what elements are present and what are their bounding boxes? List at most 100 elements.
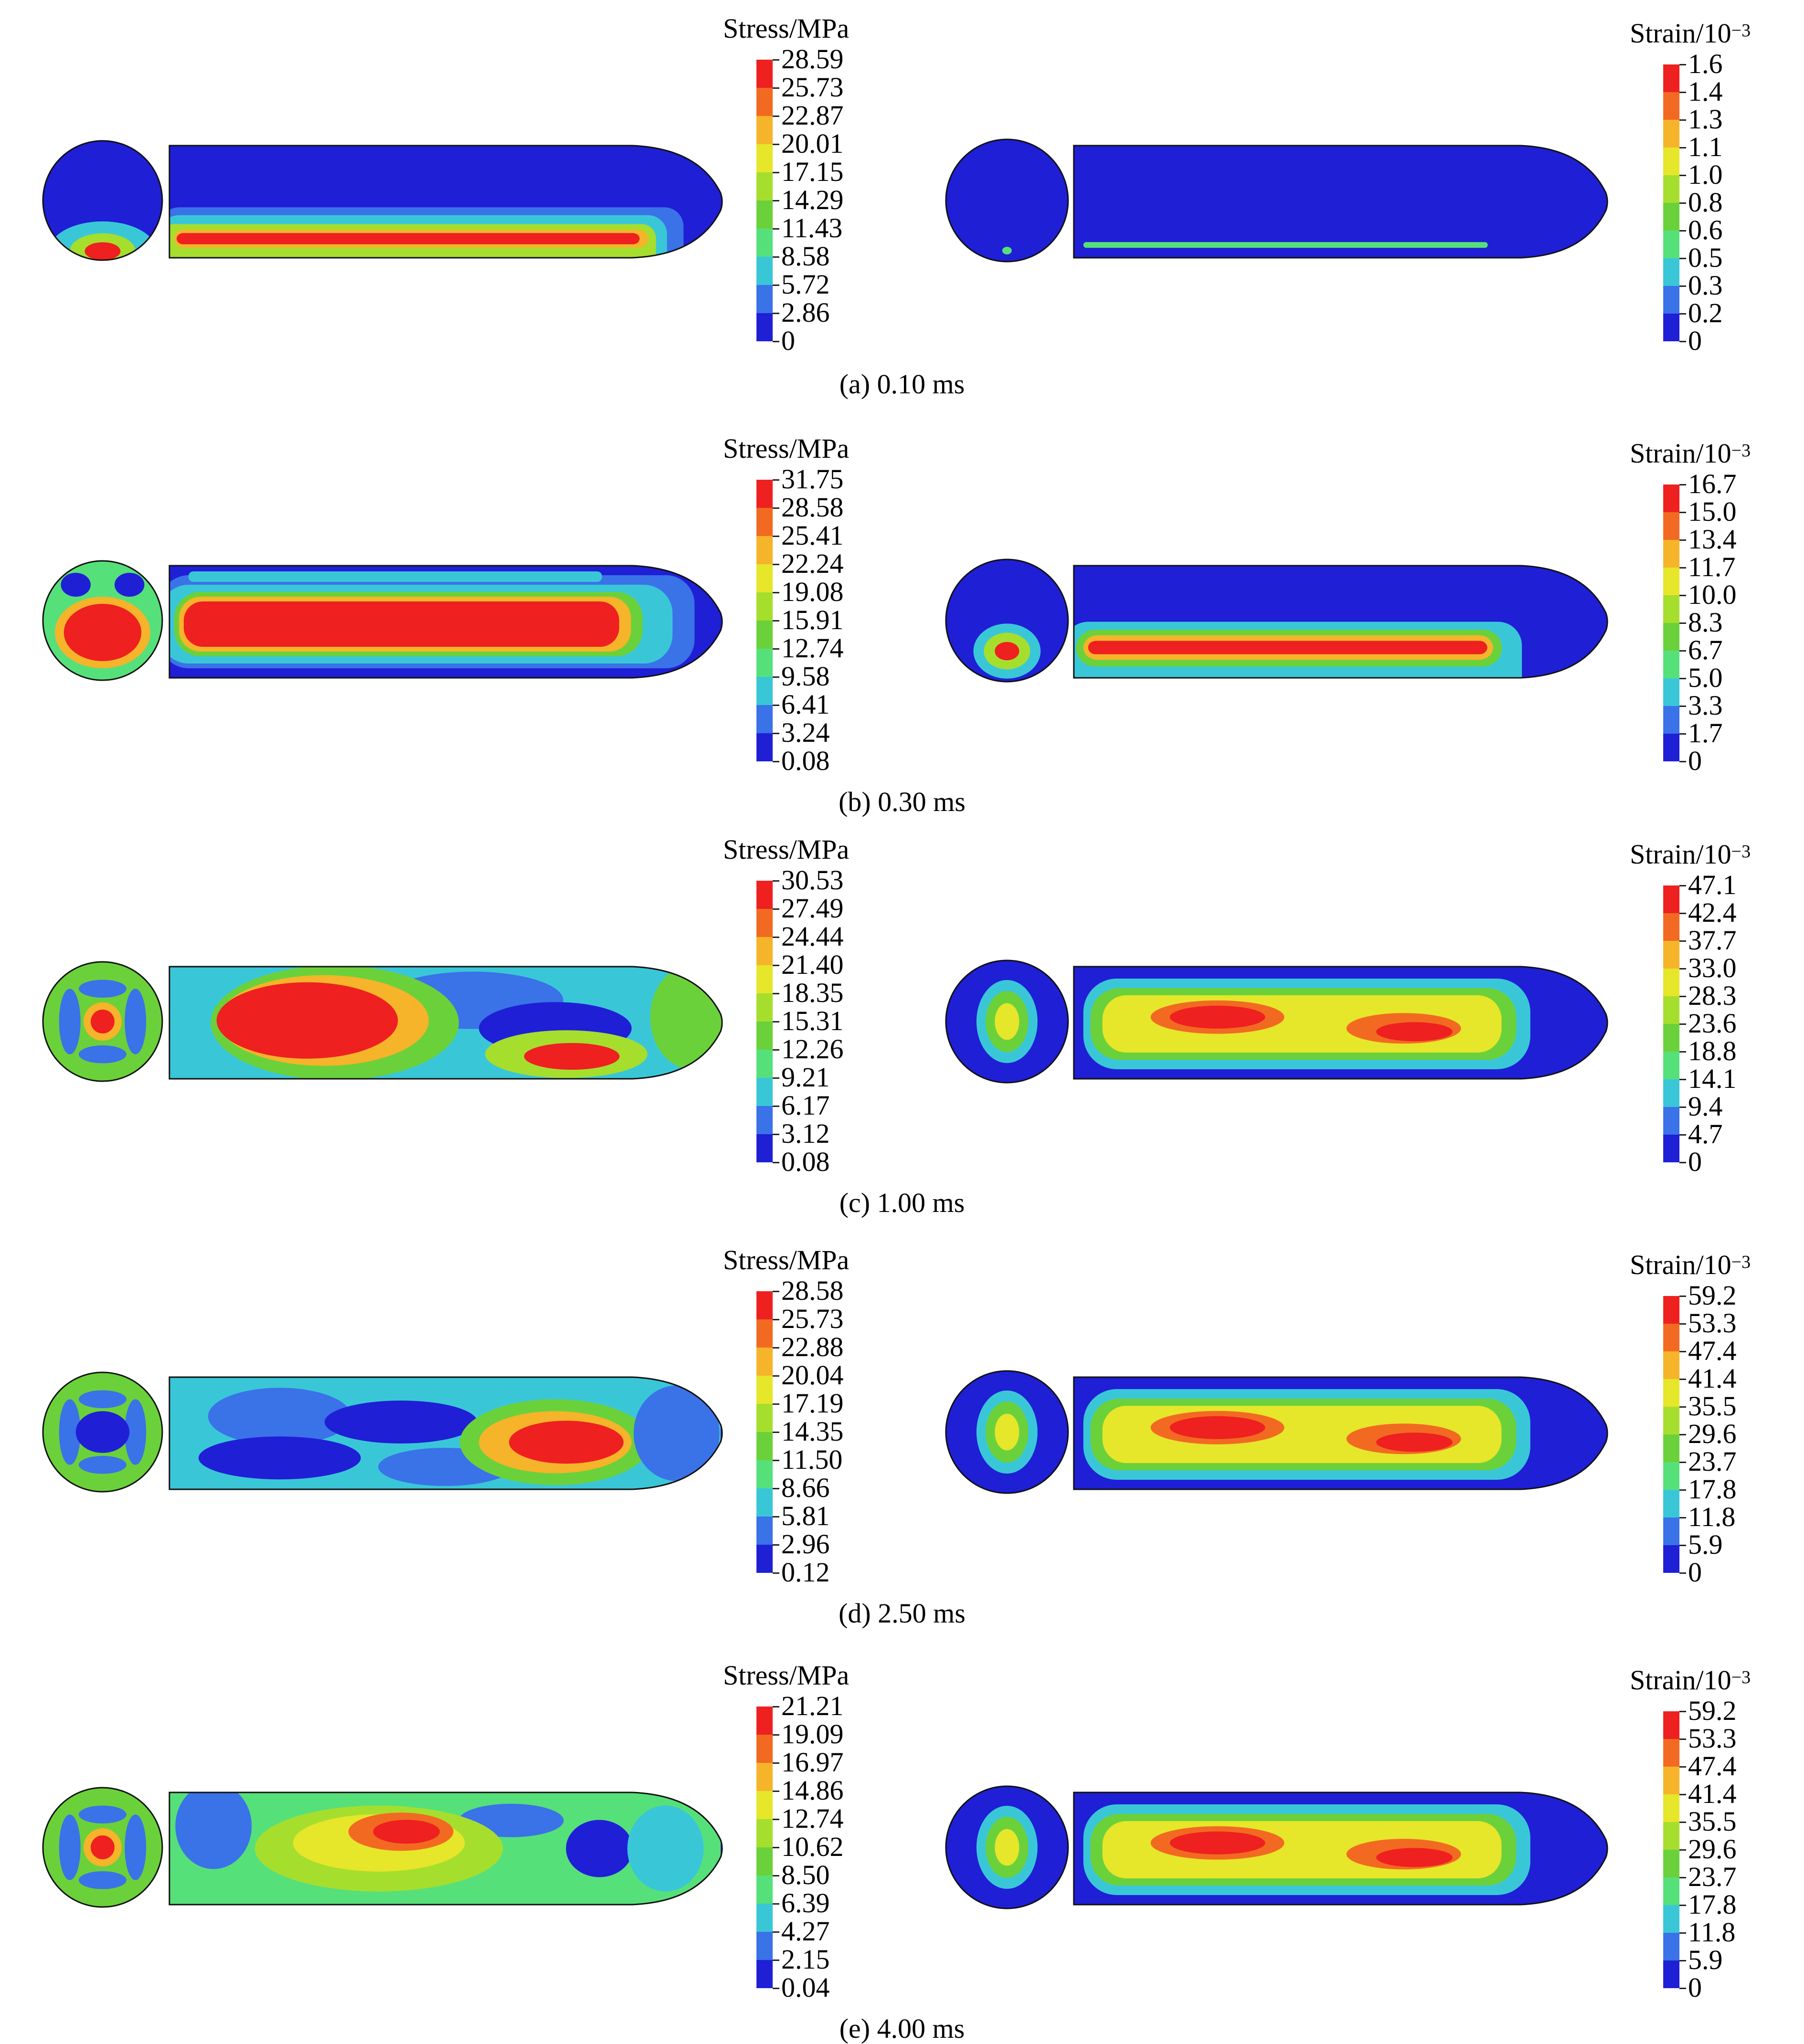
colorbar-tick-label: 42.4: [1688, 897, 1737, 928]
colorbar-tick: [1679, 92, 1686, 93]
stress-zone: [633, 1385, 720, 1481]
colorbar-tick: [773, 1460, 779, 1461]
colorbar-tick: [1679, 1406, 1686, 1408]
colorbar-tick-label: 12.74: [781, 1803, 844, 1834]
colorbar-tick-label: 31.75: [781, 464, 844, 495]
colorbar-segment: [756, 1078, 773, 1106]
colorbar-tick-label: 1.7: [1688, 717, 1723, 748]
stress-peak-zone: [509, 1421, 624, 1464]
colorbar-tick: [1679, 1434, 1686, 1435]
colorbar-tick: [1679, 706, 1686, 707]
colorbar-segment: [756, 60, 773, 88]
colorbar-segment: [756, 116, 773, 144]
colorbar-segment: [756, 229, 773, 257]
colorbar-segment: [756, 1791, 773, 1819]
colorbar-tick-label: 21.21: [781, 1690, 844, 1721]
colorbar-segment: [756, 621, 773, 649]
colorbar-segment: [1663, 734, 1679, 761]
colorbar-segment: [1663, 595, 1679, 623]
stress-zone: [79, 1456, 126, 1474]
stress-peak-zone: [63, 604, 142, 661]
panel-caption: (c) 1.00 ms: [839, 1187, 965, 1218]
colorbar-segment: [1663, 1079, 1679, 1107]
colorbar-tick-label: 16.97: [781, 1747, 844, 1778]
stress-zone: [59, 1814, 81, 1880]
colorbar-tick-label: 24.44: [781, 921, 844, 952]
colorbar-tick: [773, 144, 779, 145]
colorbar-tick-label: 10.62: [781, 1831, 844, 1862]
colorbar-tick: [1679, 512, 1686, 513]
colorbar-tick: [1679, 1905, 1686, 1906]
colorbar-segment: [1663, 1933, 1679, 1960]
colorbar-tick: [1679, 761, 1686, 762]
colorbar-tick-label: 14.86: [781, 1775, 844, 1806]
colorbar-tick-label: 30.53: [781, 864, 844, 896]
colorbar-tick: [1679, 996, 1686, 997]
colorbar-tick-label: 0: [1688, 1557, 1702, 1588]
colorbar-tick-label: 6.41: [781, 689, 830, 720]
colorbar-tick: [773, 648, 779, 650]
colorbar-segment: [1663, 1767, 1679, 1794]
colorbar-tick: [1679, 1134, 1686, 1136]
colorbar-tick-label: 25.41: [781, 520, 844, 551]
strain-peak-zone: [1170, 1416, 1266, 1439]
colorbar-segment: [756, 705, 773, 733]
colorbar-tick-label: 12.26: [781, 1033, 844, 1064]
colorbar-segment: [1663, 1296, 1679, 1324]
colorbar-tick-label: 22.24: [781, 548, 844, 579]
contour-plots: [42, 959, 1608, 1084]
colorbar-segment: [1663, 1490, 1679, 1517]
colorbar-tick-label: 6.17: [781, 1090, 830, 1121]
strain-peak-zone: [1170, 1831, 1266, 1854]
colorbar-tick: [1679, 1877, 1686, 1878]
colorbar-tick-label: 9.21: [781, 1062, 830, 1093]
colorbar-tick: [773, 1347, 779, 1349]
colorbar-tick: [773, 1706, 779, 1707]
colorbar-tick: [773, 993, 779, 994]
colorbar-tick-label: 17.8: [1688, 1889, 1737, 1920]
colorbar-segment: [1663, 885, 1679, 913]
colorbar-tick-label: 33.0: [1688, 952, 1737, 983]
colorbar-tick-label: 8.3: [1688, 607, 1723, 638]
colorbar-segment: [756, 1106, 773, 1134]
colorbar-segment: [756, 200, 773, 229]
colorbar-segment: [1663, 1135, 1679, 1162]
contour-plots: [42, 138, 1608, 263]
colorbar-tick-label: 28.58: [781, 1275, 844, 1306]
colorbar-segment: [756, 993, 773, 1022]
colorbar-tick-label: 0.08: [781, 1146, 830, 1177]
colorbar-tick: [1679, 1162, 1686, 1163]
stress-zone: [79, 1871, 126, 1889]
colorbar-tick: [1679, 1023, 1686, 1025]
colorbar-segment: [1663, 231, 1679, 258]
colorbar-tick-label: 5.9: [1688, 1529, 1723, 1560]
colorbar-segment: [756, 1932, 773, 1960]
figure-panel: Stress/MPa 31.75 28.58 25.41 22.24 19.08 15.91…: [0, 420, 1804, 816]
colorbar-segment: [756, 937, 773, 965]
colorbar-segment: [1663, 1960, 1679, 1988]
colorbar-segment: [1663, 1107, 1679, 1135]
stress-zone: [115, 573, 145, 597]
stress-longitudinal-section: [168, 1791, 723, 1906]
colorbar-tick-label: 0.2: [1688, 297, 1723, 328]
colorbar-tick-label: 0.8: [1688, 187, 1723, 218]
colorbar-segment: [756, 508, 773, 536]
colorbar-tick: [773, 536, 779, 537]
colorbar-tick-label: 25.73: [781, 1303, 844, 1334]
colorbar-tick-label: 0.12: [781, 1557, 830, 1588]
colorbar-segment: [756, 1517, 773, 1545]
colorbar-tick: [1679, 1932, 1686, 1934]
strain-colorbar-scale: [1663, 885, 1686, 1163]
colorbar-tick-label: 8.66: [781, 1472, 830, 1503]
strain-zone: [1083, 242, 1488, 248]
colorbar-tick-label: 0.04: [781, 1972, 830, 2003]
colorbar-tick-label: 18.8: [1688, 1035, 1737, 1066]
colorbar-tick-label: 20.04: [781, 1359, 844, 1391]
colorbar-tick-label: 15.0: [1688, 496, 1737, 527]
colorbar-segment: [1663, 1877, 1679, 1905]
colorbar-tick-label: 14.35: [781, 1416, 844, 1447]
colorbar-segment: [1663, 258, 1679, 286]
strain-cross-section: [945, 1370, 1069, 1494]
stress-cross-section: [42, 560, 163, 681]
